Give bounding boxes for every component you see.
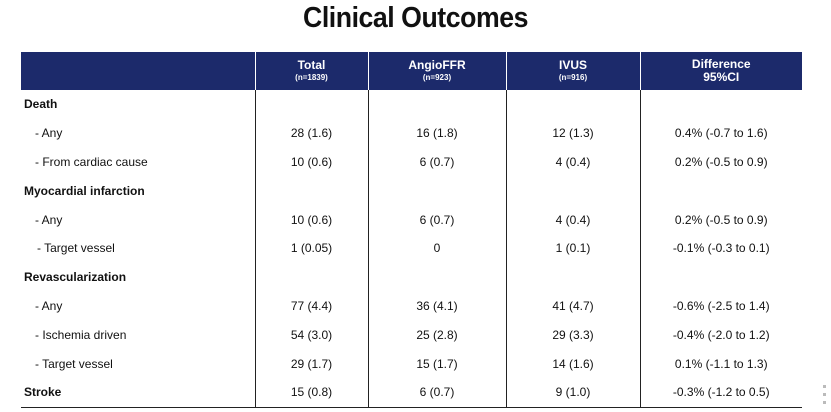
cell-total bbox=[254, 176, 368, 206]
row-label: - Target vessel bbox=[35, 356, 113, 371]
table-row-myocardial-infarction: Myocardial infarction bbox=[21, 176, 802, 206]
row-label: - Any bbox=[35, 212, 63, 227]
cell-angioffr: 6 (0.7) bbox=[367, 147, 506, 177]
cell-angioffr: 36 (4.1) bbox=[367, 291, 506, 321]
header-cell-ivus: IVUS (n=916) bbox=[505, 52, 640, 90]
table-row: - Ischemia driven 54 (3.0) 25 (2.8) 29 (… bbox=[21, 320, 802, 350]
page-title: Clinical Outcomes bbox=[303, 2, 528, 34]
cell-total bbox=[254, 262, 368, 292]
row-label: - From cardiac cause bbox=[35, 154, 148, 169]
table-header-row: Total (n=1839) AngioFFR (n=923) IVUS (n=… bbox=[21, 52, 802, 90]
cell-ivus: 4 (0.4) bbox=[505, 147, 640, 177]
row-label: Revascularization bbox=[24, 270, 127, 285]
cell-total bbox=[254, 90, 368, 119]
cell-difference: 0.4% (-0.7 to 1.6) bbox=[639, 118, 802, 148]
table-row: - Any 10 (0.6) 6 (0.7) 4 (0.4) 0.2% (-0.… bbox=[21, 205, 802, 234]
row-label: Death bbox=[24, 97, 58, 112]
cell-ivus: 4 (0.4) bbox=[505, 205, 640, 234]
header-total-sub: (n=1839) bbox=[295, 73, 328, 82]
row-label: Myocardial infarction bbox=[24, 183, 145, 198]
cell-angioffr bbox=[367, 262, 506, 292]
cell-angioffr bbox=[367, 176, 506, 206]
cell-angioffr bbox=[367, 90, 506, 119]
slide-nav-dots bbox=[822, 380, 828, 410]
cell-ivus: 29 (3.3) bbox=[505, 320, 640, 350]
header-difference-sub: 95%CI bbox=[703, 70, 740, 84]
nav-dot bbox=[823, 393, 826, 396]
cell-total: 15 (0.8) bbox=[254, 377, 368, 408]
table-row-death: Death bbox=[21, 90, 802, 119]
header-ivus-sub: (n=916) bbox=[558, 73, 588, 82]
cell-total: 10 (0.6) bbox=[254, 147, 368, 177]
cell-angioffr: 16 (1.8) bbox=[367, 118, 506, 148]
header-difference-label: Difference bbox=[691, 57, 751, 71]
header-angioffr-sub: (n=923) bbox=[422, 73, 452, 82]
cell-difference: -0.4% (-2.0 to 1.2) bbox=[639, 320, 802, 350]
header-cell-difference: Difference 95%CI bbox=[639, 52, 802, 90]
cell-angioffr: 25 (2.8) bbox=[367, 320, 506, 350]
header-angioffr-label: AngioFFR bbox=[408, 58, 466, 72]
table-row: - Any 28 (1.6) 16 (1.8) 12 (1.3) 0.4% (-… bbox=[21, 118, 802, 148]
nav-dot bbox=[823, 401, 826, 404]
cell-ivus: 14 (1.6) bbox=[505, 349, 640, 378]
cell-ivus: 1 (0.1) bbox=[505, 233, 640, 263]
row-label: - Ischemia driven bbox=[35, 327, 127, 342]
cell-total: 54 (3.0) bbox=[254, 320, 368, 350]
cell-difference: 0.2% (-0.5 to 0.9) bbox=[639, 147, 802, 177]
cell-difference: -0.3% (-1.2 to 0.5) bbox=[639, 377, 802, 408]
table-row-stroke: Stroke 15 (0.8) 6 (0.7) 9 (1.0) -0.3% (-… bbox=[21, 377, 802, 408]
cell-angioffr: 6 (0.7) bbox=[367, 205, 506, 234]
table-row-revascularization: Revascularization bbox=[21, 262, 802, 292]
header-cell-angioffr: AngioFFR (n=923) bbox=[367, 52, 506, 90]
row-label: - Any bbox=[35, 298, 63, 313]
row-label: - Target vessel bbox=[37, 241, 115, 256]
header-cell-total: Total (n=1839) bbox=[254, 52, 368, 90]
cell-angioffr: 6 (0.7) bbox=[367, 377, 506, 408]
cell-ivus bbox=[505, 90, 640, 119]
row-label: - Any bbox=[35, 126, 63, 141]
table-row: - From cardiac cause 10 (0.6) 6 (0.7) 4 … bbox=[21, 147, 802, 177]
cell-total: 10 (0.6) bbox=[254, 205, 368, 234]
cell-difference: -0.6% (-2.5 to 1.4) bbox=[639, 291, 802, 321]
cell-ivus: 9 (1.0) bbox=[505, 377, 640, 408]
table-row: - Any 77 (4.4) 36 (4.1) 41 (4.7) -0.6% (… bbox=[21, 291, 802, 321]
cell-total: 29 (1.7) bbox=[254, 349, 368, 378]
table-row: - Target vessel 29 (1.7) 15 (1.7) 14 (1.… bbox=[21, 349, 802, 378]
cell-total: 77 (4.4) bbox=[254, 291, 368, 321]
cell-difference bbox=[639, 90, 802, 119]
cell-difference bbox=[639, 176, 802, 206]
table-row: - Target vessel 1 (0.05) 0 1 (0.1) -0.1%… bbox=[21, 233, 802, 263]
header-cell-label bbox=[21, 52, 255, 90]
cell-total: 1 (0.05) bbox=[254, 233, 368, 263]
row-label: Stroke bbox=[21, 377, 255, 408]
cell-difference bbox=[639, 262, 802, 292]
cell-angioffr: 0 bbox=[367, 233, 506, 263]
cell-difference: 0.1% (-1.1 to 1.3) bbox=[639, 349, 802, 378]
nav-dot bbox=[823, 385, 826, 388]
cell-difference: 0.2% (-0.5 to 0.9) bbox=[639, 205, 802, 234]
cell-difference: -0.1% (-0.3 to 0.1) bbox=[639, 233, 802, 263]
cell-angioffr: 15 (1.7) bbox=[367, 349, 506, 378]
header-ivus-label: IVUS bbox=[558, 58, 587, 72]
cell-ivus: 12 (1.3) bbox=[505, 118, 640, 148]
cell-ivus bbox=[505, 176, 640, 206]
cell-ivus bbox=[505, 262, 640, 292]
outcomes-table: Total (n=1839) AngioFFR (n=923) IVUS (n=… bbox=[21, 52, 802, 408]
cell-total: 28 (1.6) bbox=[254, 118, 368, 148]
cell-ivus: 41 (4.7) bbox=[505, 291, 640, 321]
header-total-label: Total bbox=[297, 58, 326, 72]
